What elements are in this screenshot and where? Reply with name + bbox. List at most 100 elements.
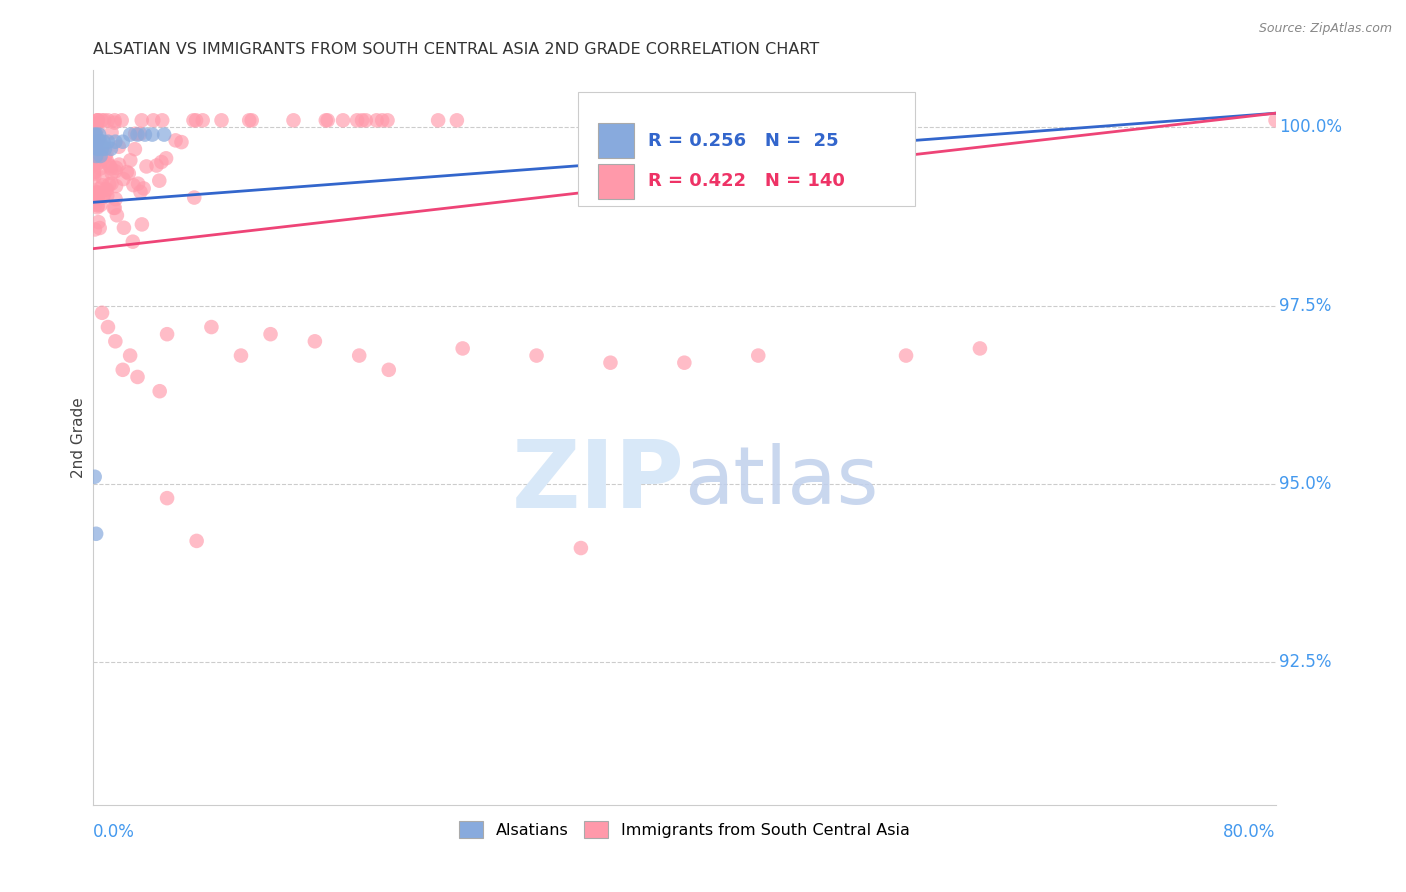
Point [526, 349, 548, 363]
Point [90, 135, 112, 149]
Point [94, 150, 117, 164]
Point [84, 149, 107, 163]
Point [127, 177, 149, 191]
Point [89, 161, 111, 176]
Point [96, 146, 118, 161]
Text: 100.0%: 100.0% [1279, 119, 1343, 136]
Point [124, 127, 146, 141]
Point [969, 342, 991, 356]
Point [354, 113, 377, 128]
Point [86, 157, 108, 171]
Point [83, 120, 105, 134]
Point [83, 128, 105, 142]
Point [332, 113, 354, 128]
Point [87, 198, 110, 212]
Point [86, 113, 108, 128]
Point [87, 156, 110, 170]
Point [94, 182, 117, 196]
Point [96, 183, 118, 197]
Point [229, 349, 252, 363]
Point [131, 218, 153, 232]
Point [200, 320, 222, 334]
Point [150, 155, 173, 169]
Point [131, 113, 153, 128]
Point [84, 117, 107, 131]
Point [86, 135, 108, 149]
Point [86, 186, 108, 200]
Text: ZIP: ZIP [512, 435, 685, 527]
Point [105, 161, 128, 175]
Point [90, 113, 112, 128]
Point [120, 153, 142, 168]
Point [83, 187, 105, 202]
Point [112, 220, 135, 235]
Point [100, 177, 122, 191]
Point [104, 135, 127, 149]
Point [89, 181, 111, 195]
Point [91, 306, 114, 320]
Point [184, 113, 207, 128]
Point [86, 142, 108, 156]
Point [83, 165, 105, 179]
Point [98, 178, 121, 192]
Point [87, 135, 110, 149]
Point [259, 327, 281, 342]
Point [100, 161, 122, 176]
Point [94, 142, 117, 156]
Point [83, 133, 105, 147]
Point [124, 142, 146, 156]
Point [87, 113, 110, 128]
Point [91, 178, 114, 193]
Point [111, 363, 134, 377]
Point [304, 334, 326, 349]
Point [108, 140, 131, 154]
Point [84, 117, 107, 131]
Point [191, 113, 214, 128]
Point [747, 349, 769, 363]
Text: 97.5%: 97.5% [1279, 297, 1331, 315]
Point [89, 221, 111, 235]
Point [377, 113, 399, 128]
Point [105, 208, 128, 222]
Point [86, 121, 108, 136]
Point [100, 126, 122, 140]
Point [427, 113, 450, 128]
Point [97, 113, 120, 128]
Point [103, 201, 125, 215]
Point [96, 153, 118, 168]
Point [84, 526, 107, 541]
Point [86, 190, 108, 204]
Point [894, 349, 917, 363]
Point [93, 187, 115, 202]
Point [112, 172, 135, 186]
Point [86, 186, 108, 200]
Point [211, 113, 233, 128]
Point [97, 320, 120, 334]
Point [100, 142, 122, 156]
Point [350, 113, 373, 128]
Point [86, 186, 108, 201]
FancyBboxPatch shape [578, 93, 915, 206]
Point [100, 166, 122, 180]
Point [451, 342, 474, 356]
Point [569, 541, 592, 555]
Point [93, 113, 115, 128]
Point [108, 158, 131, 172]
Point [97, 158, 120, 172]
Point [87, 189, 110, 203]
Point [378, 363, 401, 377]
Point [103, 115, 125, 129]
Point [86, 113, 108, 128]
Point [105, 179, 128, 194]
Point [91, 170, 114, 185]
Point [83, 167, 105, 181]
Point [1264, 113, 1286, 128]
Point [129, 127, 152, 141]
Point [141, 128, 163, 142]
Point [96, 188, 118, 202]
Point [315, 113, 337, 128]
Point [83, 156, 105, 170]
Point [129, 185, 152, 199]
Point [84, 128, 107, 142]
Point [165, 133, 187, 147]
